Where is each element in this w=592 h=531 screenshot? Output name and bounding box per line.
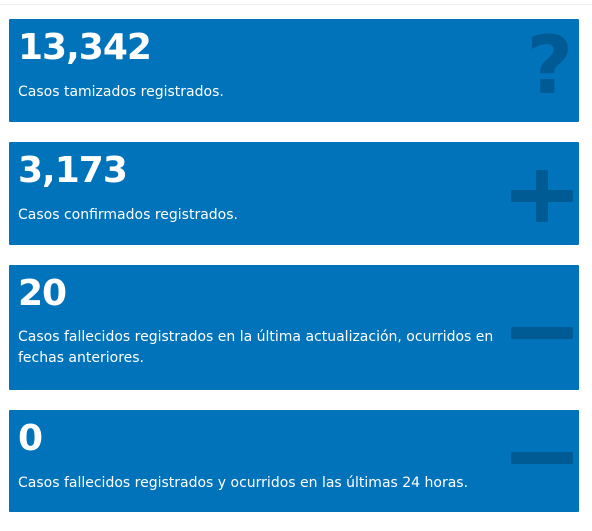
- stat-value-deaths-previous: 20: [18, 273, 67, 314]
- plus-icon: [511, 170, 573, 222]
- stat-card-deaths-previous: 20 Casos fallecidos registrados en la úl…: [9, 265, 579, 390]
- minus-icon: [511, 327, 573, 339]
- stat-value-confirmed: 3,173: [18, 150, 128, 191]
- stat-card-deaths-24h: 0 Casos fallecidos registrados y ocurrid…: [9, 410, 579, 512]
- top-divider: [0, 4, 592, 5]
- stat-label-deaths-24h: Casos fallecidos registrados y ocurridos…: [18, 475, 469, 491]
- stat-label-screened: Casos tamizados registrados.: [18, 84, 224, 100]
- stat-label-confirmed: Casos confirmados registrados.: [18, 207, 238, 223]
- stat-card-confirmed: 3,173 Casos confirmados registrados.: [9, 142, 579, 245]
- stat-value-screened: 13,342: [18, 27, 152, 68]
- stat-label-deaths-previous: Casos fallecidos registrados en la últim…: [18, 329, 494, 366]
- minus-icon: [511, 452, 573, 464]
- question-mark-icon: ?: [526, 19, 573, 112]
- stat-value-deaths-24h: 0: [18, 418, 43, 459]
- stat-card-screened: ? 13,342 Casos tamizados registrados.: [9, 19, 579, 122]
